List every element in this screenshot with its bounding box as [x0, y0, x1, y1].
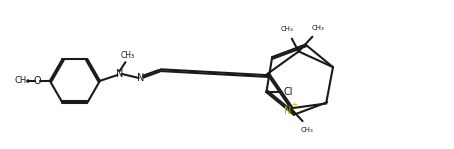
Text: +: + [292, 102, 298, 108]
Text: Cl: Cl [283, 87, 293, 97]
Text: CH₃: CH₃ [301, 127, 314, 133]
Text: CH₃: CH₃ [281, 26, 293, 32]
Text: CH₃: CH₃ [312, 25, 325, 31]
Text: O: O [33, 76, 41, 86]
Text: CH₃: CH₃ [120, 51, 134, 60]
Text: N: N [284, 106, 291, 116]
Text: N: N [138, 73, 145, 83]
Text: CH₃: CH₃ [15, 76, 30, 85]
Text: N: N [116, 69, 123, 79]
